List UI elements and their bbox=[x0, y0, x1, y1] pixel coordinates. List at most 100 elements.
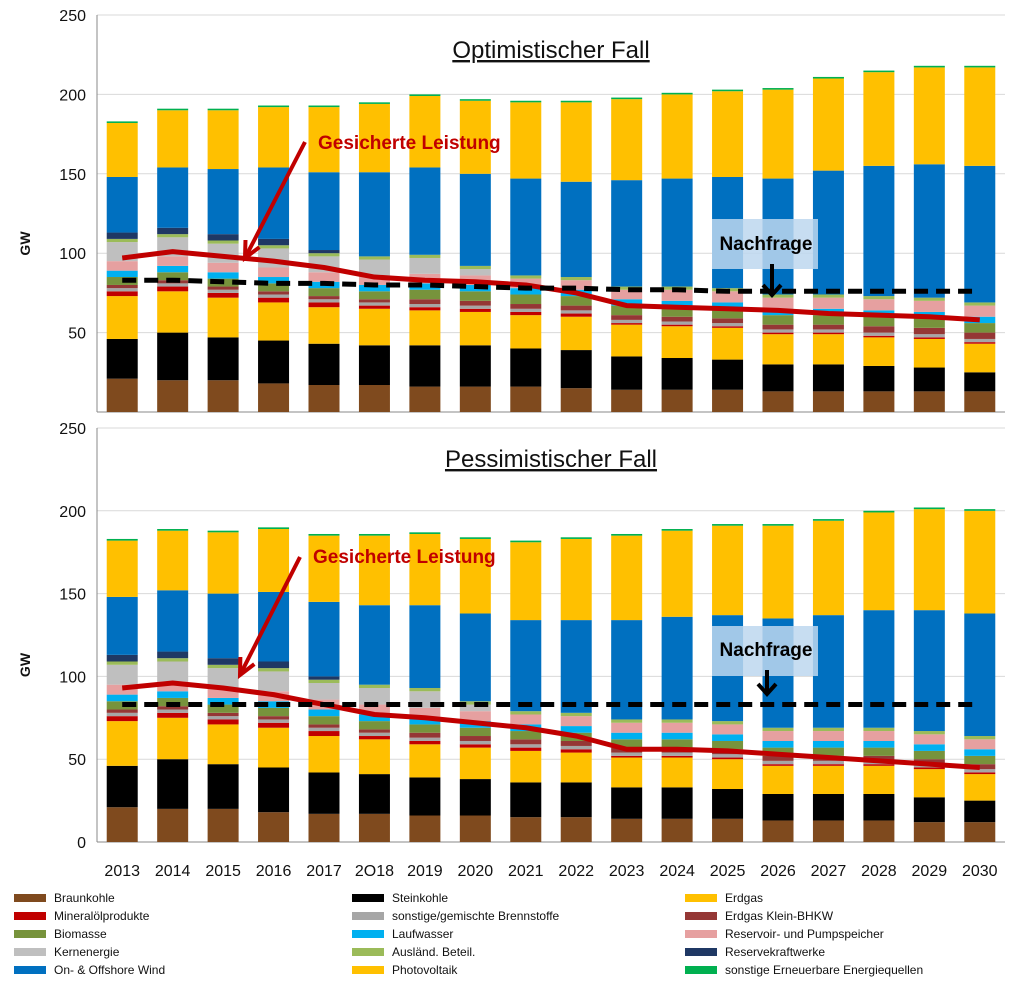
x-tick-label: 2027 bbox=[811, 863, 847, 880]
bar-segment bbox=[409, 740, 441, 745]
bar-segment bbox=[913, 300, 945, 312]
bar-segment bbox=[762, 334, 794, 365]
bar-segment bbox=[964, 67, 996, 166]
bar-segment bbox=[358, 729, 390, 733]
annotation-nachfrage: Nachfrage bbox=[720, 234, 813, 255]
bar-segment bbox=[106, 712, 138, 717]
bar-segment bbox=[863, 299, 895, 311]
bar-segment bbox=[358, 102, 390, 104]
bar-segment bbox=[157, 759, 189, 809]
bar-segment bbox=[812, 329, 844, 333]
legend-swatch bbox=[352, 930, 384, 938]
bar-segment bbox=[510, 739, 542, 745]
bar-segment bbox=[409, 283, 441, 290]
bar-segment bbox=[308, 253, 340, 257]
bar-segment bbox=[258, 701, 290, 708]
bar-segment bbox=[762, 731, 794, 741]
bar-segment bbox=[812, 764, 844, 766]
bar-segment bbox=[358, 275, 390, 285]
bar-segment bbox=[308, 736, 340, 773]
bar-segment bbox=[762, 820, 794, 842]
bar-segment bbox=[913, 822, 945, 842]
bar-segment bbox=[913, 367, 945, 392]
bar-segment bbox=[611, 286, 643, 290]
bar-segment bbox=[712, 789, 744, 819]
bar-segment bbox=[106, 654, 138, 662]
bar-segment bbox=[812, 170, 844, 295]
bar-segment bbox=[207, 697, 239, 705]
bar-segment bbox=[964, 739, 996, 750]
bar-segment bbox=[863, 165, 895, 297]
bar-segment bbox=[409, 310, 441, 346]
bar-segment bbox=[863, 764, 895, 766]
bar-segment bbox=[762, 315, 794, 325]
bar-segment bbox=[661, 818, 693, 842]
bar-segment bbox=[207, 764, 239, 809]
bar-segment bbox=[712, 759, 744, 790]
bar-segment bbox=[712, 724, 744, 735]
legend-label: Photovoltaik bbox=[392, 963, 458, 977]
bar-segment bbox=[913, 610, 945, 732]
legend-swatch bbox=[352, 894, 384, 902]
bar-segment bbox=[409, 307, 441, 311]
bar-segment bbox=[258, 107, 290, 168]
bar-segment bbox=[358, 291, 390, 300]
bar-segment bbox=[964, 822, 996, 842]
bar-segment bbox=[358, 736, 390, 740]
bar-segment bbox=[157, 167, 189, 228]
bar-segment bbox=[459, 727, 491, 737]
bar-segment bbox=[459, 779, 491, 816]
bar-segment bbox=[611, 356, 643, 390]
bar-segment bbox=[863, 391, 895, 412]
bar-segment bbox=[661, 94, 693, 179]
bar-segment bbox=[459, 711, 491, 722]
bar-segment bbox=[560, 782, 592, 818]
bar-segment bbox=[409, 815, 441, 842]
bar-segment bbox=[812, 793, 844, 821]
bar-segment bbox=[661, 787, 693, 819]
bar-segment bbox=[358, 308, 390, 346]
bar-segment bbox=[913, 65, 945, 68]
annotation-nachfrage: Nachfrage bbox=[720, 640, 813, 661]
bar-segment bbox=[459, 100, 491, 174]
bar-segment bbox=[712, 754, 744, 758]
bar-segment bbox=[308, 307, 340, 344]
bar-segment bbox=[611, 739, 643, 748]
bar-segment bbox=[712, 327, 744, 360]
bar-segment bbox=[812, 765, 844, 794]
bar-segment bbox=[308, 731, 340, 737]
bar-segment bbox=[207, 240, 239, 244]
bar-segment bbox=[812, 615, 844, 728]
bar-segment bbox=[964, 769, 996, 773]
bar-segment bbox=[913, 731, 945, 735]
legend-label: Erdgas bbox=[725, 891, 764, 905]
bar-segment bbox=[157, 283, 189, 287]
bar-segment bbox=[560, 277, 592, 281]
bar-segment bbox=[560, 740, 592, 746]
bar-segment bbox=[560, 726, 592, 733]
bar-segment bbox=[459, 300, 491, 306]
bar-segment bbox=[358, 774, 390, 814]
x-tick-label: 2021 bbox=[508, 863, 544, 880]
bar-segment bbox=[762, 764, 794, 766]
bar-segment bbox=[913, 507, 945, 510]
bar-segment bbox=[510, 714, 542, 725]
bar-segment bbox=[661, 529, 693, 531]
bar-segment bbox=[964, 755, 996, 765]
bar-segment bbox=[459, 345, 491, 387]
bar-segment bbox=[863, 731, 895, 741]
bar-segment bbox=[308, 533, 340, 536]
bar-segment bbox=[560, 350, 592, 389]
bar-segment bbox=[106, 694, 138, 702]
bar-segment bbox=[863, 510, 895, 513]
x-tick-label: 2015 bbox=[205, 863, 241, 880]
bar-segment bbox=[510, 275, 542, 279]
bar-segment bbox=[712, 291, 744, 303]
bar-segment bbox=[510, 711, 542, 715]
bar-segment bbox=[459, 386, 491, 412]
bar-segment bbox=[762, 89, 794, 179]
bar-segment bbox=[207, 712, 239, 717]
bar-segment bbox=[560, 538, 592, 621]
bar-segment bbox=[106, 261, 138, 271]
bar-segment bbox=[712, 740, 744, 750]
